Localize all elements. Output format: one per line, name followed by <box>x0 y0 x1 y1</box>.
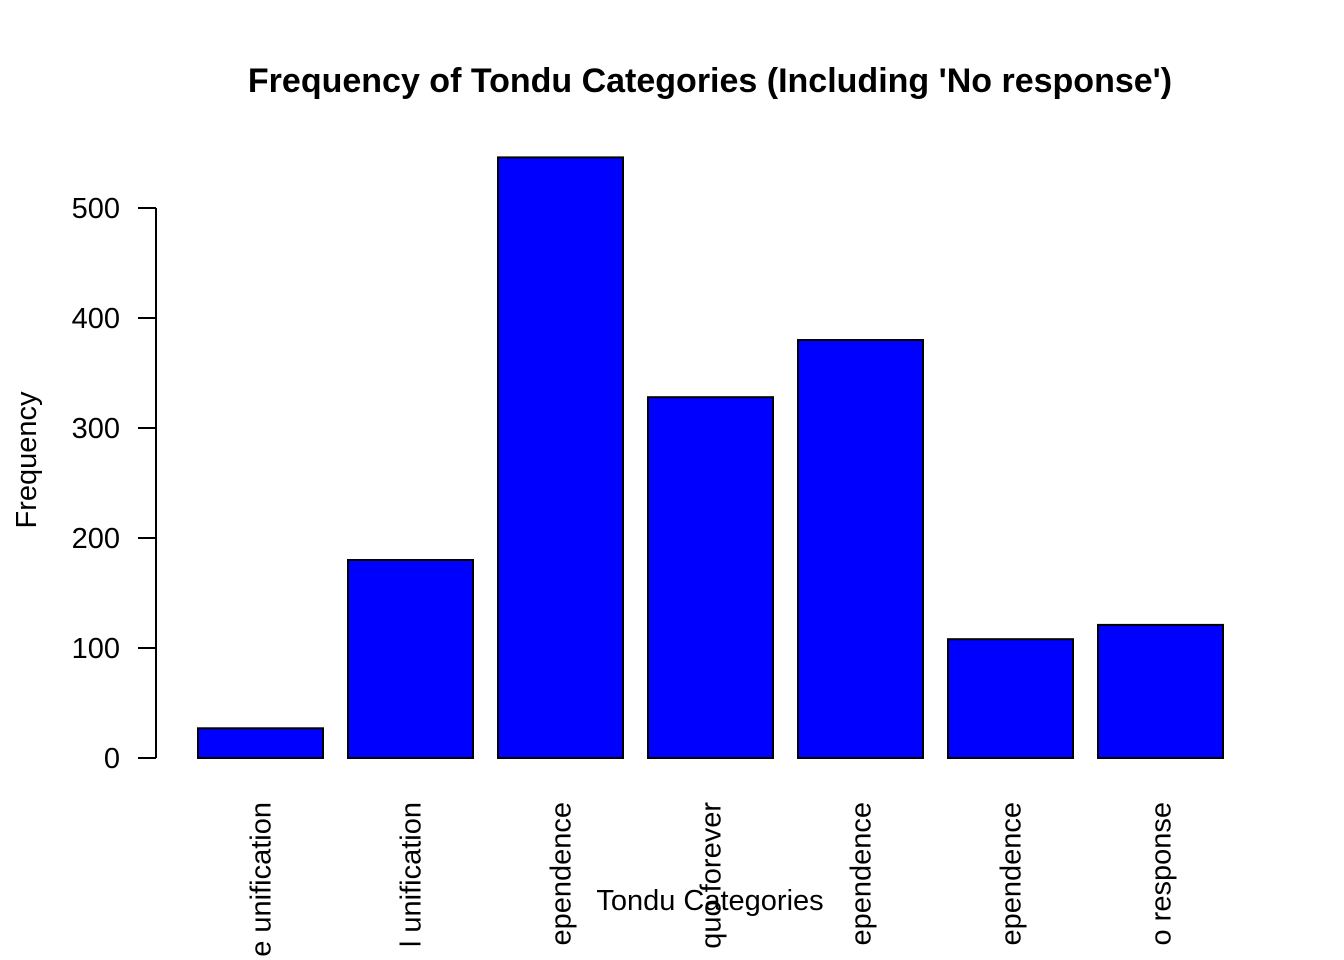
x-tick-label: e unification <box>246 802 278 957</box>
bar <box>1097 623 1224 760</box>
y-axis: 0 100 200 300 400 500 <box>72 193 157 775</box>
y-tick-label: 200 <box>72 523 120 555</box>
y-tick-label: 500 <box>72 193 120 225</box>
bar <box>497 156 624 759</box>
chart-title: Frequency of Tondu Categories (Including… <box>248 62 1172 100</box>
x-tick-label: o response <box>1146 802 1178 946</box>
y-tick-label: 100 <box>72 633 120 665</box>
bar <box>647 396 774 759</box>
bar <box>347 559 474 759</box>
bar <box>197 727 324 759</box>
y-tick-label: 300 <box>72 413 120 445</box>
bar <box>797 339 924 759</box>
y-axis-label: Frequency <box>11 391 43 529</box>
x-tick-label: ependence <box>846 802 878 946</box>
x-tick-labels: e unification l unification ependence quo f… <box>246 802 1178 957</box>
x-tick-label: ependence <box>996 802 1028 946</box>
bar <box>947 638 1074 760</box>
y-tick-label: 0 <box>104 743 120 775</box>
bars-group <box>197 156 1224 760</box>
x-tick-label: l unification <box>396 802 428 947</box>
x-tick-label: quo forever <box>696 802 728 949</box>
x-tick-label: ependence <box>546 802 578 946</box>
y-tick-label: 400 <box>72 303 120 335</box>
x-axis-label: Tondu Categories <box>596 885 823 917</box>
